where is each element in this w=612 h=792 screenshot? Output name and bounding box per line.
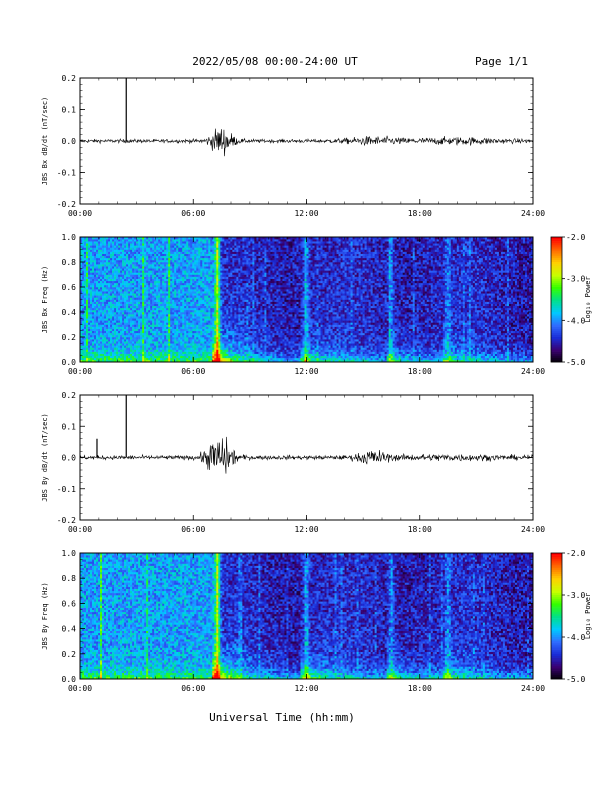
y-tick-label: -0.1	[57, 485, 76, 494]
x-tick-label: 12:00	[294, 684, 318, 693]
y-tick-label: 0.6	[62, 283, 77, 292]
x-tick-label: 00:00	[68, 684, 92, 693]
x-tick-label: 18:00	[408, 525, 432, 534]
x-tick-label: 06:00	[181, 367, 205, 376]
colorbar: -2.0 -3.0 -4.0 -5.0 Log₁₀ Power	[551, 549, 592, 684]
x-tick-label: 18:00	[408, 684, 432, 693]
x-tick-label: 06:00	[181, 684, 205, 693]
y-tick-label: 0.0	[62, 454, 77, 463]
y-tick-label: 0.6	[62, 599, 77, 608]
colorbar-title: Log₁₀ Power	[584, 593, 592, 639]
y-tick-label: -0.1	[57, 169, 76, 178]
y-tick-label: 0.2	[62, 391, 77, 400]
y-tick-label: -0.2	[57, 200, 76, 209]
y-tick-label: 0.4	[62, 308, 77, 317]
colorbar-tick-label: -4.0	[566, 316, 585, 325]
y-tick-label: 0.0	[62, 675, 77, 684]
y-tick-label: 0.1	[62, 106, 77, 115]
x-tick-label: 00:00	[68, 525, 92, 534]
colorbar: -2.0 -3.0 -4.0 -5.0 Log₁₀ Power	[551, 233, 592, 367]
trace-line	[80, 437, 533, 474]
x-tick-label: 18:00	[408, 209, 432, 218]
colorbar-tick-label: -5.0	[566, 675, 585, 684]
colorbar-tick-label: -3.0	[566, 591, 585, 600]
x-tick-label: 12:00	[294, 367, 318, 376]
y-tick-label: 0.4	[62, 625, 77, 634]
heatmap-cells	[80, 237, 533, 362]
x-axis-title: Universal Time (hh:mm)	[209, 711, 355, 724]
page-indicator: Page 1/1	[475, 55, 528, 68]
panel-4: -2.0 -3.0 -4.0 -5.0 Log₁₀ Power 1.0 0.8 0.6 0.4 0…	[41, 549, 592, 693]
y-tick-label: 0.8	[62, 574, 77, 583]
x-tick-label: 12:00	[294, 525, 318, 534]
colorbar-tick-label: -3.0	[566, 275, 585, 284]
y-tick-label: 0.0	[62, 358, 77, 367]
panel-1: 0.2 0.1 0.0 -0.1 -0.200:00 06:00 12:00 18:00 24:…	[41, 74, 545, 218]
colorbar-title: Log₁₀ Power	[584, 276, 592, 322]
y-axis-title: JBS Bx dB/dt (nT/sec)	[41, 97, 49, 186]
colorbar-tick-label: -2.0	[566, 233, 585, 242]
x-tick-label: 24:00	[521, 209, 545, 218]
x-tick-label: 06:00	[181, 209, 205, 218]
x-tick-label: 24:00	[521, 367, 545, 376]
y-axis-title: JBS By dB/dt (nT/sec)	[41, 413, 49, 502]
heatmap-cells	[80, 553, 533, 679]
y-tick-label: 0.2	[62, 333, 77, 342]
panel-2: -2.0 -3.0 -4.0 -5.0 Log₁₀ Power 1.0 0.8 0.6 0.4 0…	[41, 233, 592, 376]
colorbar-tick-label: -2.0	[566, 549, 585, 558]
x-tick-label: 00:00	[68, 367, 92, 376]
y-tick-label: 0.2	[62, 650, 77, 659]
colorbar-tick-label: -5.0	[566, 358, 585, 367]
y-tick-label: 0.1	[62, 422, 77, 431]
y-tick-label: -0.2	[57, 516, 76, 525]
y-tick-label: 1.0	[62, 549, 77, 558]
x-tick-label: 24:00	[521, 525, 545, 534]
x-tick-label: 00:00	[68, 209, 92, 218]
colorbar-tick-label: -4.0	[566, 633, 585, 642]
y-axis-title: JBS Bx Freq (Hz)	[41, 266, 49, 333]
figure-title: 2022/05/08 00:00-24:00 UT	[192, 55, 358, 68]
y-tick-label: 0.0	[62, 137, 77, 146]
panels: 0.20.10.0-0.1-0.200:00 06:00 12:00 18:00 24:…	[41, 74, 592, 693]
x-tick-label: 12:00	[294, 209, 318, 218]
x-tick-label: 24:00	[521, 684, 545, 693]
x-tick-label: 18:00	[408, 367, 432, 376]
y-tick-label: 1.0	[62, 233, 77, 242]
y-axis-title: JBS By Freq (Hz)	[41, 582, 49, 649]
x-tick-label: 06:00	[181, 525, 205, 534]
panel-3: 0.2 0.1 0.0 -0.1 -0.200:00 06:00 12:00 18:00 24:…	[41, 391, 545, 534]
y-tick-label: 0.8	[62, 258, 77, 267]
y-tick-label: 0.2	[62, 74, 77, 83]
trace-line	[80, 129, 533, 157]
